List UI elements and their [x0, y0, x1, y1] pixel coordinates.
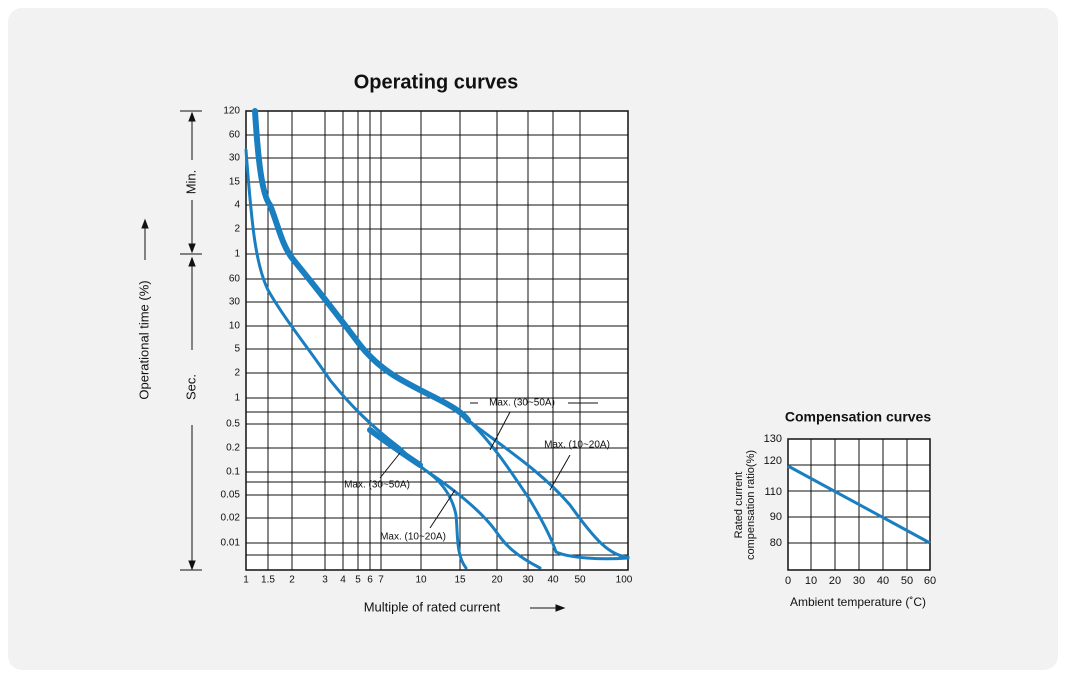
x-tick-label: 30	[522, 575, 534, 586]
x-tick-label: 1.5	[261, 575, 275, 586]
axis-arrows	[141, 110, 566, 612]
x-tick-label: 10	[805, 575, 817, 587]
y-tick-label: 60	[229, 274, 241, 285]
curve	[466, 418, 630, 561]
y-tick-label: 4	[234, 200, 240, 211]
y-tick-label: 0.2	[226, 443, 240, 454]
y-tick-label: 0.01	[221, 538, 241, 549]
x-tick-label: 100	[616, 575, 633, 586]
x-axis-label: Ambient temperature (˚C)	[790, 595, 926, 609]
sec-label: Sec.	[183, 374, 198, 400]
y-tick-label: 0.02	[221, 513, 241, 524]
y-tick-label: 0.1	[226, 467, 240, 478]
x-axis-label: Multiple of rated current	[364, 599, 501, 614]
x-tick-label: 60	[924, 575, 936, 587]
compensation-line	[787, 464, 931, 545]
x-tick-label: 5	[355, 575, 361, 586]
y-axis-label: Rated current	[733, 472, 745, 539]
y-tick-label: 120	[764, 455, 782, 467]
y-tick-label: 90	[770, 511, 782, 523]
y-tick-label: 110	[764, 486, 782, 498]
y-tick-label: 2	[234, 224, 240, 235]
y-axis-label: compensation ratio(%)	[745, 450, 757, 560]
x-tick-label: 2	[289, 575, 295, 586]
y-tick-label: 120	[223, 106, 240, 117]
annotation: Max. (30~50A)	[344, 480, 410, 491]
title: Compensation curves	[785, 409, 931, 425]
x-tick-label: 40	[547, 575, 559, 586]
y-tick-label: 0.05	[221, 490, 241, 501]
x-tick-label: 3	[322, 575, 328, 586]
y-tick-label: 80	[770, 537, 782, 549]
x-tick-label: 1	[243, 575, 249, 586]
x-tick-label: 6	[367, 575, 373, 586]
y-tick-label: 60	[229, 130, 241, 141]
x-tick-label: 0	[785, 575, 791, 587]
y-tick-label: 10	[229, 321, 241, 332]
compensation-grid	[788, 439, 930, 570]
x-tick-label: 40	[877, 575, 889, 587]
y-tick-label: 130	[764, 433, 782, 445]
min-label: Min.	[183, 170, 198, 195]
curve	[252, 108, 471, 423]
x-tick-label: 15	[454, 575, 466, 586]
annotation: Max. (10~20A)	[544, 440, 610, 451]
y-tick-label: 30	[229, 297, 241, 308]
y-tick-label: 1	[234, 393, 240, 404]
operating-plot	[246, 111, 628, 570]
curve	[367, 427, 423, 468]
y-tick-label: 0.5	[226, 419, 240, 430]
x-tick-label: 10	[415, 575, 427, 586]
y-axis-label: Operational time (%)	[136, 280, 151, 399]
x-tick-label: 4	[340, 575, 346, 586]
y-tick-label: 15	[229, 177, 241, 188]
curve	[423, 468, 542, 570]
y-tick-label: 30	[229, 153, 241, 164]
operating-frame	[245, 110, 629, 571]
x-tick-label: 7	[378, 575, 384, 586]
compensation-frame	[787, 438, 931, 571]
curve	[466, 418, 630, 559]
annotation: Max. (10~20A)	[380, 532, 446, 543]
x-tick-label: 20	[491, 575, 503, 586]
x-tick-label: 20	[829, 575, 841, 587]
y-tick-label: 1	[234, 249, 240, 260]
x-tick-label: 50	[901, 575, 913, 587]
annotation: Max. (30~50A)	[489, 398, 555, 409]
title: Operating curves	[354, 71, 519, 93]
x-tick-label: 30	[853, 575, 865, 587]
leaders	[379, 402, 598, 529]
x-tick-label: 50	[574, 575, 586, 586]
y-tick-label: 2	[234, 368, 240, 379]
y-tick-label: 5	[234, 344, 240, 355]
